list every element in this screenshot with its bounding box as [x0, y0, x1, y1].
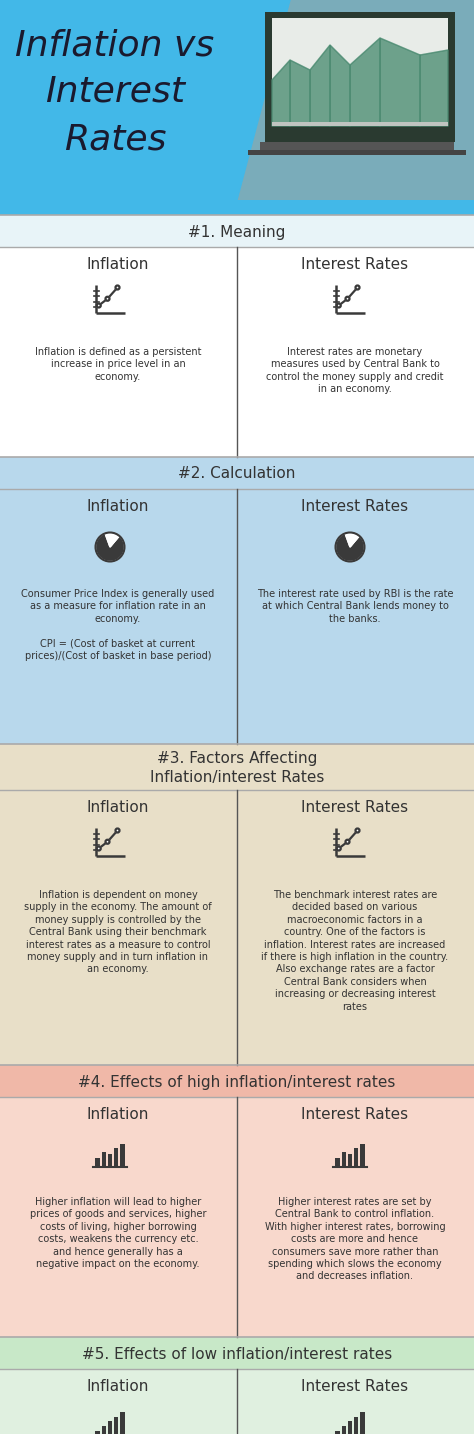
Text: Rates: Rates: [64, 122, 166, 156]
Text: Interest Rates: Interest Rates: [301, 499, 409, 513]
Text: #2. Calculation: #2. Calculation: [178, 466, 296, 482]
Bar: [0, 457, 474, 489]
Bar: [336, 1157, 340, 1167]
Text: Inflation is defined as a persistent
increase in price level in an
economy.: Inflation is defined as a persistent inc…: [35, 347, 201, 381]
Polygon shape: [380, 37, 420, 126]
Bar: [260, 142, 454, 151]
Bar: [101, 1425, 106, 1434]
Bar: [0, 1369, 474, 1434]
Wedge shape: [345, 532, 359, 546]
Bar: [95, 1431, 100, 1434]
Wedge shape: [110, 536, 119, 546]
Bar: [108, 1421, 112, 1434]
Bar: [360, 1144, 365, 1167]
Text: Interest rates are monetary
measures used by Central Bank to
control the money s: Interest rates are monetary measures use…: [266, 347, 444, 394]
Circle shape: [337, 304, 341, 307]
Bar: [336, 1431, 340, 1434]
Bar: [114, 1147, 118, 1167]
Text: Inflation: Inflation: [87, 1107, 149, 1121]
Circle shape: [97, 304, 101, 307]
Circle shape: [346, 297, 349, 301]
Text: Interest Rates: Interest Rates: [301, 800, 409, 815]
Polygon shape: [272, 60, 290, 126]
Bar: [354, 1147, 358, 1167]
Text: Interest Rates: Interest Rates: [301, 1107, 409, 1121]
Text: Inflation: Inflation: [87, 257, 149, 272]
Bar: [120, 1412, 125, 1434]
Bar: [108, 1154, 112, 1167]
Polygon shape: [420, 50, 448, 126]
Bar: [237, 0, 474, 199]
Text: Consumer Price Index is generally used
as a measure for inflation rate in an
eco: Consumer Price Index is generally used a…: [21, 589, 215, 661]
Text: Inflation: Inflation: [87, 1380, 149, 1394]
Text: #1. Meaning: #1. Meaning: [188, 225, 286, 239]
Text: Higher inflation will lead to higher
prices of goods and services, higher
costs : Higher inflation will lead to higher pri…: [30, 1197, 206, 1269]
Bar: [101, 1152, 106, 1167]
Bar: [248, 151, 466, 155]
Bar: [342, 1152, 346, 1167]
Bar: [0, 215, 474, 247]
Polygon shape: [350, 37, 380, 126]
Wedge shape: [95, 533, 125, 562]
Wedge shape: [350, 536, 359, 546]
Text: Interest: Interest: [45, 75, 185, 109]
Text: Interest Rates: Interest Rates: [301, 1380, 409, 1394]
Polygon shape: [330, 44, 350, 126]
Polygon shape: [420, 50, 448, 126]
Bar: [0, 1097, 474, 1336]
Bar: [95, 1157, 100, 1167]
Text: #4. Effects of high inflation/interest rates: #4. Effects of high inflation/interest r…: [78, 1074, 396, 1090]
Text: Interest Rates: Interest Rates: [301, 257, 409, 272]
Bar: [0, 0, 237, 199]
Bar: [114, 1417, 118, 1434]
Circle shape: [97, 846, 101, 850]
Bar: [348, 1154, 352, 1167]
Circle shape: [356, 285, 359, 290]
Bar: [0, 744, 474, 790]
Bar: [0, 489, 474, 744]
Text: Inflation vs: Inflation vs: [15, 29, 215, 62]
Text: The interest rate used by RBI is the rate
at which Central Bank lends money to
t: The interest rate used by RBI is the rat…: [257, 589, 453, 624]
Polygon shape: [290, 60, 310, 126]
Text: #3. Factors Affecting
Inflation/interest Rates: #3. Factors Affecting Inflation/interest…: [150, 751, 324, 784]
Bar: [272, 19, 448, 126]
Bar: [0, 1336, 474, 1369]
Polygon shape: [310, 44, 330, 126]
Polygon shape: [272, 60, 290, 126]
Polygon shape: [237, 0, 290, 199]
Bar: [354, 1417, 358, 1434]
Bar: [348, 1421, 352, 1434]
Bar: [0, 1065, 474, 1097]
Polygon shape: [380, 37, 420, 126]
Wedge shape: [336, 533, 365, 562]
Polygon shape: [350, 37, 380, 126]
Text: The benchmark interest rates are
decided based on various
macroeconomic factors : The benchmark interest rates are decided…: [262, 891, 448, 1011]
Bar: [0, 247, 474, 457]
Polygon shape: [290, 60, 310, 126]
Bar: [0, 199, 474, 215]
Polygon shape: [330, 44, 350, 126]
Bar: [120, 1144, 125, 1167]
Circle shape: [346, 840, 349, 843]
Text: Inflation: Inflation: [87, 800, 149, 815]
Bar: [272, 122, 448, 126]
Text: #5. Effects of low inflation/interest rates: #5. Effects of low inflation/interest ra…: [82, 1347, 392, 1361]
Circle shape: [337, 846, 341, 850]
Circle shape: [356, 829, 359, 833]
Circle shape: [106, 297, 109, 301]
Bar: [265, 11, 455, 142]
Text: Inflation: Inflation: [87, 499, 149, 513]
Bar: [360, 1412, 365, 1434]
Bar: [342, 1425, 346, 1434]
Text: Inflation is dependent on money
supply in the economy. The amount of
money suppl: Inflation is dependent on money supply i…: [24, 891, 212, 974]
Circle shape: [116, 829, 119, 833]
Circle shape: [106, 840, 109, 843]
Polygon shape: [310, 44, 330, 126]
Text: Higher interest rates are set by
Central Bank to control inflation.
With higher : Higher interest rates are set by Central…: [264, 1197, 445, 1282]
Bar: [0, 790, 474, 1065]
Wedge shape: [105, 532, 119, 546]
Circle shape: [116, 285, 119, 290]
